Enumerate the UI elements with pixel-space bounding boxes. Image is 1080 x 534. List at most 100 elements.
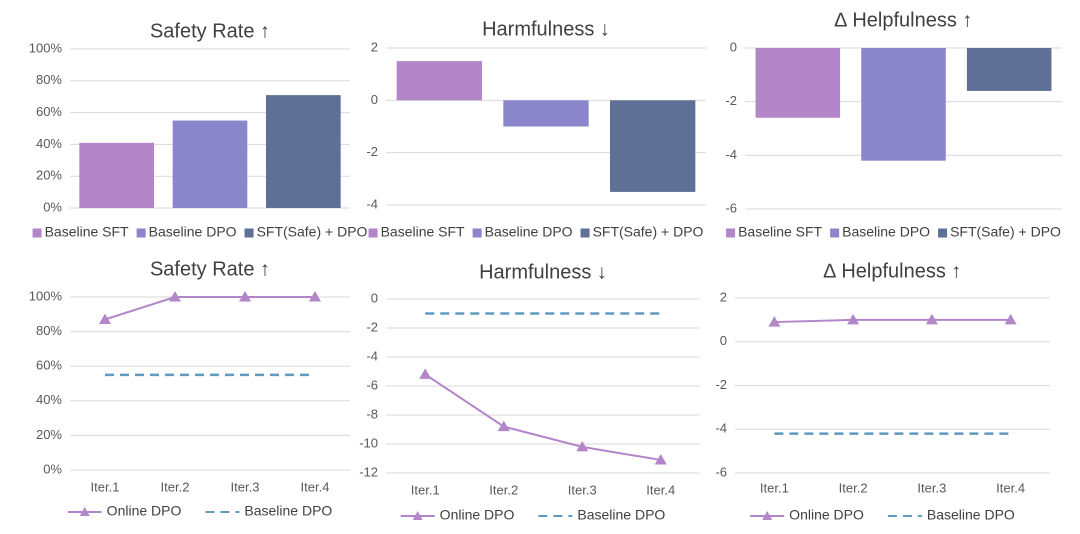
y-tick-label: -12 [359, 464, 378, 479]
legend: Online DPO Baseline DPO [67, 503, 332, 519]
legend: Online DPO Baseline DPO [750, 507, 1015, 523]
chart-title: ∆ Helpfulness ↑ [824, 260, 962, 282]
bar [503, 100, 589, 127]
y-tick-label: -4 [715, 421, 727, 436]
legend-swatch [726, 228, 736, 238]
legend-label: SFT(Safe) + DPO [950, 224, 1061, 240]
legend-label: Baseline DPO [149, 224, 237, 240]
point-marker [99, 313, 111, 324]
y-tick-label: -10 [359, 435, 378, 450]
legend-label: Online DPO [107, 503, 182, 519]
series-line [424, 373, 661, 461]
bar [861, 48, 946, 161]
y-tick-label: 0% [43, 199, 62, 214]
bar [79, 142, 154, 208]
x-tick-label: Iter.3 [917, 480, 946, 495]
x-tick-label: Iter.4 [301, 479, 330, 494]
legend-marker [79, 507, 90, 516]
y-tick-label: -8 [366, 406, 378, 421]
legend-swatch [244, 228, 254, 238]
chart-panel: Safety Rate ↑ 0% 20% 40% 60% 80% 100% Iter.1 Ite… [29, 258, 350, 519]
chart-panel: ∆ Helpfulness ↑ -6 -4 -2 0 2 Iter.1 Iter.2 Iter.… [715, 260, 1050, 523]
legend-label: Online DPO [440, 507, 515, 523]
y-tick-label: 0 [371, 92, 378, 107]
x-tick-label: Iter.2 [839, 480, 868, 495]
chart-title: Harmfulness ↓ [479, 261, 607, 283]
x-tick-label: Iter.1 [760, 480, 789, 495]
y-tick-label: 60% [36, 358, 62, 373]
x-tick-label: Iter.4 [646, 482, 675, 497]
y-tick-label: 100% [29, 40, 63, 55]
legend: Baseline SFT Baseline DPO SFT(Safe) + DPO [32, 224, 368, 240]
x-tick-label: Iter.1 [91, 479, 120, 494]
y-tick-label: 40% [36, 392, 62, 407]
legend-label: SFT(Safe) + DPO [593, 224, 704, 240]
y-tick-label: -6 [715, 464, 727, 479]
x-tick-label: Iter.2 [161, 479, 190, 494]
point-marker [169, 291, 181, 302]
y-tick-label: 80% [36, 323, 62, 338]
point-marker [1004, 313, 1017, 325]
legend-swatch [136, 228, 146, 238]
bar [266, 95, 341, 208]
y-tick-label: -4 [366, 348, 378, 363]
legend-marker [762, 511, 773, 520]
y-tick-label: -4 [366, 196, 378, 211]
y-tick-label: 80% [36, 72, 62, 87]
legend-marker [412, 511, 423, 520]
legend-label: SFT(Safe) + DPO [257, 224, 368, 240]
y-tick-label: -2 [366, 319, 378, 334]
legend-label: Baseline DPO [485, 224, 573, 240]
y-tick-label: 20% [36, 168, 62, 183]
legend-label: Baseline DPO [842, 224, 930, 240]
y-tick-label: 100% [29, 288, 63, 303]
y-tick-label: -4 [725, 147, 737, 162]
x-tick-label: Iter.3 [231, 479, 260, 494]
point-marker [654, 453, 667, 465]
legend-label: Online DPO [789, 507, 864, 523]
y-tick-label: -2 [366, 144, 378, 159]
y-tick-label: -6 [725, 200, 737, 215]
y-tick-label: 20% [36, 427, 62, 442]
legend-label: Baseline DPO [577, 507, 665, 523]
y-tick-label: 2 [720, 289, 727, 304]
bar [396, 61, 482, 101]
point-marker [576, 440, 589, 452]
y-tick-label: 0 [730, 39, 737, 54]
y-tick-label: 0% [43, 461, 62, 476]
legend-swatch [472, 228, 482, 238]
series-line [104, 296, 315, 321]
y-tick-label: 0 [371, 290, 378, 305]
legend-swatch [32, 228, 42, 238]
legend: Online DPO Baseline DPO [400, 507, 665, 523]
y-tick-label: -2 [725, 93, 737, 108]
y-tick-label: 2 [371, 39, 378, 54]
x-tick-label: Iter.2 [489, 482, 518, 497]
chart-panel: Safety Rate ↑ 0% 20% 40% 60% 80% 100% Baseline … [29, 20, 368, 239]
bar [610, 100, 696, 192]
chart-title: Safety Rate ↑ [150, 20, 270, 42]
point-marker [925, 313, 938, 325]
bar [172, 120, 248, 208]
chart-title: Harmfulness ↓ [482, 18, 610, 40]
chart-title: ∆ Helpfulness ↑ [835, 9, 973, 31]
bar [966, 48, 1052, 91]
legend: Baseline SFT Baseline DPO SFT(Safe) + DPO [368, 224, 704, 240]
point-marker [497, 420, 510, 432]
chart-panel: ∆ Helpfulness ↑ -6 -4 -2 0 Baseline SFT Baseli… [725, 9, 1062, 240]
point-marker [768, 316, 781, 327]
point-marker [309, 291, 321, 302]
y-tick-label: 40% [36, 136, 62, 151]
point-marker [419, 368, 432, 379]
legend-label: Baseline SFT [381, 224, 465, 240]
chart-title: Safety Rate ↑ [150, 258, 270, 280]
bar [755, 48, 841, 118]
x-tick-label: Iter.3 [568, 482, 597, 497]
point-marker [847, 313, 860, 325]
x-tick-label: Iter.1 [411, 482, 440, 497]
legend-label: Baseline SFT [738, 224, 822, 240]
legend-swatch [580, 228, 590, 238]
legend-swatch [368, 228, 378, 238]
